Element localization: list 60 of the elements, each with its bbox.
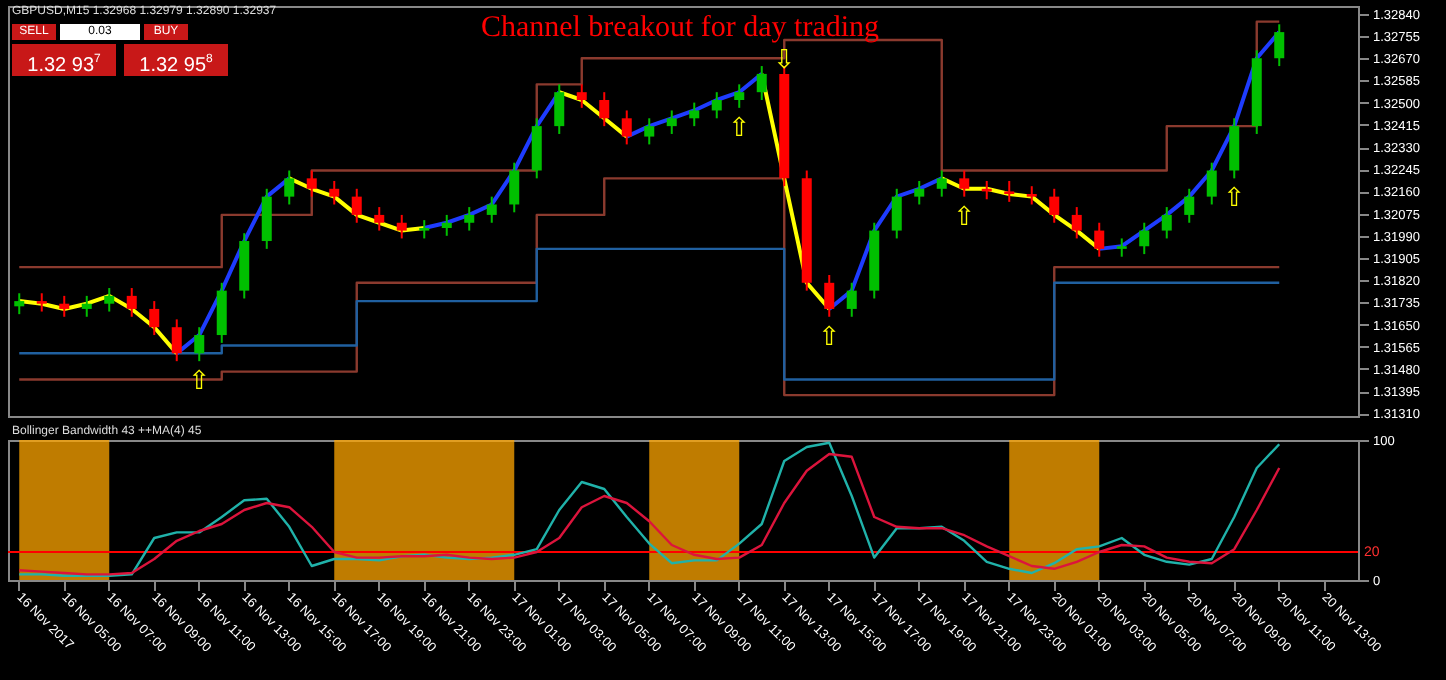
candlestick <box>689 101 700 128</box>
candlestick <box>1229 117 1240 180</box>
annotation: ⇧ <box>818 322 841 353</box>
candlestick <box>531 117 542 180</box>
candlestick <box>126 287 137 318</box>
candlestick <box>824 273 835 318</box>
candlestick <box>914 179 925 206</box>
candlestick <box>1026 185 1037 206</box>
candlestick <box>149 300 160 337</box>
candlestick <box>464 206 475 232</box>
annotation: ⇧ <box>953 202 976 233</box>
candlestick <box>1184 187 1195 224</box>
candlestick <box>621 109 632 146</box>
candlestick <box>374 206 385 232</box>
candlestick <box>1206 161 1217 206</box>
candlestick <box>1161 206 1172 240</box>
annotation: ⇧ <box>188 367 211 398</box>
candlestick <box>171 318 182 363</box>
candlestick <box>59 294 70 318</box>
candlestick <box>351 187 362 224</box>
candlestick <box>486 195 497 224</box>
candlestick <box>959 169 970 198</box>
candlestick <box>419 219 430 240</box>
candlestick <box>306 169 317 198</box>
annotation: ⇧ <box>1223 184 1246 215</box>
annotation: 1.32 95$^{8}$ <box>124 44 228 77</box>
candlestick <box>711 91 722 120</box>
candlestick <box>891 187 902 240</box>
candlestick <box>1004 179 1015 203</box>
candlestick <box>599 91 610 128</box>
annotation: ⇩ <box>773 45 796 76</box>
candlestick <box>509 161 520 214</box>
candlestick <box>644 117 655 146</box>
candlestick <box>396 213 407 240</box>
candlestick <box>1139 221 1150 256</box>
candlestick <box>216 281 227 344</box>
candlestick <box>1049 187 1060 224</box>
candlestick <box>104 287 115 313</box>
candlestick <box>14 292 25 316</box>
candlestick <box>1071 206 1082 240</box>
candlestick <box>1116 237 1127 258</box>
candlestick <box>329 179 340 206</box>
candlestick <box>576 83 587 109</box>
candlestick <box>261 187 272 250</box>
chart-title: Channel breakout for day trading <box>480 12 880 44</box>
candlestick <box>846 281 857 318</box>
candlestick <box>756 65 767 102</box>
candlestick <box>284 169 295 206</box>
candlestick <box>936 169 947 198</box>
candlestick <box>194 326 205 363</box>
candlestick <box>36 292 47 313</box>
candlestick <box>1094 221 1105 258</box>
annotation: 1.32 93$^{7}$ <box>12 44 116 77</box>
candlestick <box>441 213 452 237</box>
candlestick <box>734 83 745 109</box>
candlestick <box>666 109 677 135</box>
candlestick <box>81 294 92 318</box>
annotation: ⇧ <box>728 113 751 144</box>
candlestick <box>554 83 565 135</box>
candlestick <box>1274 23 1285 68</box>
